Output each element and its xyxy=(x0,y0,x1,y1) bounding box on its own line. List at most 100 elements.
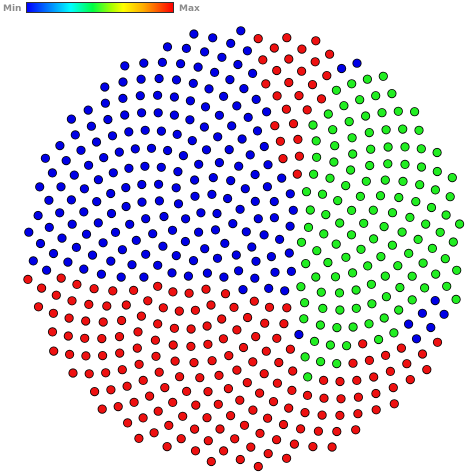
point-blue xyxy=(189,29,199,39)
point-green xyxy=(419,283,430,293)
point-green xyxy=(345,165,356,175)
point-red xyxy=(288,366,298,376)
point-red xyxy=(149,428,159,438)
point-blue xyxy=(183,271,193,281)
point-red xyxy=(255,388,265,398)
point-green xyxy=(316,287,326,297)
point-red xyxy=(282,33,292,43)
point-blue xyxy=(259,230,269,240)
point-blue xyxy=(233,59,243,70)
point-green xyxy=(312,246,322,256)
point-blue xyxy=(180,236,190,247)
point-blue xyxy=(41,265,52,275)
point-blue xyxy=(153,108,163,118)
point-green xyxy=(335,305,345,315)
point-green xyxy=(359,218,369,228)
point-blue xyxy=(93,175,104,185)
point-red xyxy=(371,388,381,399)
point-red xyxy=(113,401,123,412)
point-red xyxy=(151,351,161,361)
point-blue xyxy=(114,147,124,157)
point-red xyxy=(316,94,327,104)
point-blue xyxy=(181,43,191,54)
point-red xyxy=(396,343,406,353)
point-blue xyxy=(79,264,89,274)
point-green xyxy=(317,189,328,199)
point-green xyxy=(318,303,328,313)
point-blue xyxy=(190,175,200,185)
point-red xyxy=(313,426,323,436)
point-red xyxy=(191,400,201,410)
point-blue xyxy=(439,309,449,319)
point-blue xyxy=(140,161,150,171)
point-green xyxy=(308,120,318,130)
point-red xyxy=(308,441,318,452)
point-blue xyxy=(247,242,257,252)
point-red xyxy=(242,377,252,388)
point-red xyxy=(143,296,153,306)
point-blue xyxy=(231,250,241,260)
point-red xyxy=(81,351,91,361)
point-blue xyxy=(280,286,290,296)
point-green xyxy=(445,192,455,202)
point-red xyxy=(33,302,44,312)
point-red xyxy=(115,348,125,358)
point-red xyxy=(224,350,234,361)
point-blue xyxy=(118,93,128,104)
point-red xyxy=(353,392,363,402)
point-red xyxy=(170,356,180,366)
point-red xyxy=(203,436,213,446)
point-blue xyxy=(124,127,134,137)
point-blue xyxy=(158,241,168,251)
point-red xyxy=(275,136,285,146)
point-blue xyxy=(124,163,134,173)
point-green xyxy=(299,314,309,324)
point-red xyxy=(232,365,242,375)
point-red xyxy=(310,57,320,67)
point-blue xyxy=(185,115,195,125)
point-red xyxy=(285,344,295,354)
point-red xyxy=(162,441,172,452)
point-blue xyxy=(100,98,111,108)
point-green xyxy=(361,176,371,186)
point-blue xyxy=(173,167,183,177)
point-green xyxy=(341,341,352,351)
point-blue xyxy=(35,182,45,192)
point-blue xyxy=(224,145,234,155)
point-red xyxy=(84,299,94,309)
point-blue xyxy=(262,182,272,192)
point-red xyxy=(218,334,228,344)
point-red xyxy=(284,54,294,64)
legend-max-label: Max xyxy=(179,4,200,14)
point-red xyxy=(269,43,279,53)
point-blue xyxy=(238,284,248,295)
point-blue xyxy=(100,82,110,92)
point-blue xyxy=(70,130,80,140)
point-green xyxy=(381,292,391,302)
point-blue xyxy=(106,188,116,199)
point-red xyxy=(223,383,233,394)
point-red xyxy=(281,453,292,463)
point-blue xyxy=(214,158,224,168)
point-blue xyxy=(107,131,118,141)
point-red xyxy=(98,317,108,327)
point-blue xyxy=(84,160,94,170)
point-blue xyxy=(204,84,214,94)
point-green xyxy=(366,279,376,289)
point-red xyxy=(246,442,256,452)
point-green xyxy=(378,71,388,81)
point-red xyxy=(352,375,362,385)
point-red xyxy=(260,318,270,328)
point-red xyxy=(353,409,363,419)
point-red xyxy=(332,426,342,437)
point-red xyxy=(253,461,263,472)
point-blue xyxy=(232,101,242,111)
point-blue xyxy=(250,196,260,206)
point-green xyxy=(454,219,465,229)
point-blue xyxy=(269,196,279,207)
point-blue xyxy=(403,319,414,329)
point-red xyxy=(232,325,242,335)
point-green xyxy=(413,234,423,244)
point-green xyxy=(367,299,377,309)
point-blue xyxy=(336,63,347,74)
